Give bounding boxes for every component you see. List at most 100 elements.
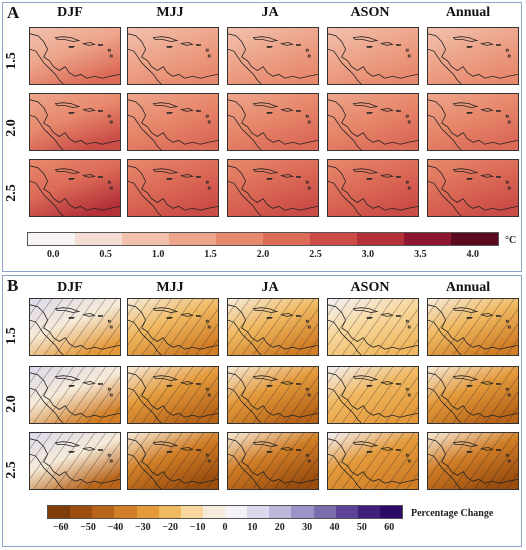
panel-b-colorbar-segment [335,506,358,518]
panel-b-colorbar-segment [247,506,270,518]
a-map-2-5-mjj [127,159,219,217]
b-map-2-0-ason [327,366,419,424]
panel-a-colorbar-segment [310,233,357,245]
panel-b-colorbar-tick-label: −10 [189,522,206,533]
panel-b-colorbar-tick-label: 0 [222,522,228,533]
panel-b-colorbar-tick-label: 60 [384,522,395,533]
panel-a-colorbar-segment [28,233,75,245]
a-map-1-5-ason [327,27,419,85]
panel-a-col-djf: DJF [57,5,83,20]
b-map-1-5-mjj [127,298,219,356]
panel-b-colorbar-tick-label: 50 [356,522,367,533]
panel-a-colorbar-tick-label: 2.0 [256,249,270,260]
panel-a-col-ason: ASON [350,5,390,20]
panel-a-colorbar-segment [451,233,498,245]
a-map-2-0-mjj [127,93,219,151]
a-map-2-0-ason [327,93,419,151]
panel-b-colorbar-tick-label: −20 [162,522,179,533]
b-map-1-5-ja [227,298,319,356]
panel-b-colorbar-segment [48,506,71,518]
panel-a-colorbar-segment [216,233,263,245]
panel-b-colorbar-tick-label: 10 [247,522,258,533]
panel-b-precipitation: B DJF MJJ JA ASON Annual 1.5 2.0 2.5 −60… [2,275,522,547]
panel-b-colorbar-segment [225,506,248,518]
panel-a-col-annual: Annual [445,5,491,20]
b-map-2-5-djf [29,432,121,490]
panel-b-letter: B [7,276,19,295]
panel-a-colorbar-tick-label: 1.5 [204,249,217,260]
panel-b-row-2-0: 2.0 [4,395,19,413]
panel-b-colorbar-tick-label: 40 [329,522,340,533]
a-map-1-5-annual [427,27,519,85]
panel-a-colorbar-tick-label: 3.0 [361,249,375,260]
panel-b-colorbar-tick-label: −30 [134,522,151,533]
a-map-2-5-ason [327,159,419,217]
panel-b-colorbar-segment [158,506,181,518]
panel-a-colorbar-tick-label: 3.5 [414,249,427,260]
a-map-1-5-mjj [127,27,219,85]
b-map-2-0-djf [29,366,121,424]
panel-b-colorbar-tick-label: 30 [302,522,313,533]
panel-a-colorbar-tick-label: 4.0 [466,249,480,260]
b-map-2-5-ja [227,432,319,490]
panel-a-letter: A [7,3,20,22]
b-map-1-5-ason [327,298,419,356]
panel-b-colorbar-segment [269,506,292,518]
a-map-1-5-djf [29,27,121,85]
panel-a-col-mjj: MJJ [156,5,184,20]
panel-b-colorbar-segment [291,506,314,518]
panel-a-colorbar-segment [357,233,404,245]
panel-b-colorbar-tick-label: −50 [80,522,96,533]
panel-a-colorbar-segment [169,233,216,245]
b-map-2-0-ja [227,366,319,424]
panel-b-colorbar-segment [136,506,159,518]
panel-b-colorbar-segment [202,506,225,518]
a-map-2-5-djf [29,159,121,217]
panel-a-row-2-5: 2.5 [4,184,19,202]
panel-a-colorbar-tick-label: 0.5 [99,249,112,260]
panel-a-row-2-0: 2.0 [4,119,19,137]
b-map-2-0-mjj [127,366,219,424]
panel-b-col-djf: DJF [57,280,83,295]
panel-b-col-ja: JA [261,280,279,295]
b-map-1-5-annual [427,298,519,356]
panel-a-colorbar-segment [404,233,451,245]
panel-b-colorbar-segment [313,506,336,518]
panel-b-colorbar-segment [357,506,380,518]
panel-b-col-ason: ASON [350,280,390,295]
panel-b-colorbar-segment [114,506,137,518]
panel-b-col-mjj: MJJ [156,280,184,295]
panel-b-colorbar-unit: Percentage Change [411,508,494,519]
a-map-2-5-annual [427,159,519,217]
panel-a-colorbar-tick-label: 1.0 [151,249,165,260]
panel-b-row-2-5: 2.5 [4,461,19,479]
a-map-1-5-ja [227,27,319,85]
panel-a-col-ja: JA [261,5,279,20]
panel-b-colorbar [47,505,403,519]
a-map-2-0-ja [227,93,319,151]
panel-a-temperature: A DJF MJJ JA ASON Annual 1.5 2.0 2.5 0.0… [2,2,522,272]
b-map-2-5-annual [427,432,519,490]
a-map-2-0-annual [427,93,519,151]
panel-a-colorbar [27,232,499,246]
panel-a-colorbar-unit: °C [505,235,517,246]
panel-b-col-annual: Annual [445,280,491,295]
a-map-2-0-djf [29,93,121,151]
panel-b-row-1-5: 1.5 [4,327,19,345]
panel-b-colorbar-segment [379,506,402,518]
panel-a-colorbar-segment [122,233,169,245]
panel-b-colorbar-tick-label: 20 [274,522,285,533]
panel-a-colorbar-segment [263,233,310,245]
panel-a-colorbar-tick-label: 0.0 [46,249,60,260]
panel-a-colorbar-tick-label: 2.5 [309,249,322,260]
panel-b-colorbar-tick-label: −60 [52,522,69,533]
panel-b-colorbar-segment [180,506,203,518]
panel-b-colorbar-tick-label: −40 [107,522,124,533]
b-map-2-5-ason [327,432,419,490]
b-map-1-5-djf [29,298,121,356]
panel-b-colorbar-segment [92,506,115,518]
a-map-2-5-ja [227,159,319,217]
b-map-2-0-annual [427,366,519,424]
panel-a-row-1-5: 1.5 [4,52,19,70]
panel-a-colorbar-segment [75,233,122,245]
